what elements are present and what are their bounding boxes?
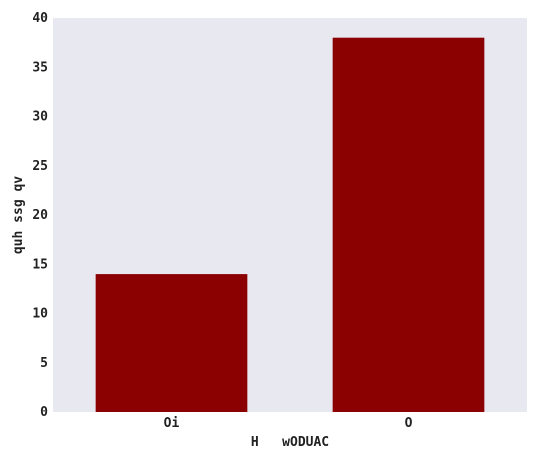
y-tick-label: 10 xyxy=(32,307,48,322)
y-tick-label: 30 xyxy=(32,110,48,125)
y-axis-label: quh ssg qv xyxy=(11,176,26,254)
y-tick-label: 20 xyxy=(32,208,48,223)
x-tick-label: O xyxy=(405,416,413,431)
y-tick-label: 15 xyxy=(32,257,48,272)
y-tick-label: 0 xyxy=(40,405,48,420)
y-tick-label: 25 xyxy=(32,159,48,174)
y-tick-label: 40 xyxy=(32,11,48,26)
x-tick-label: Oi xyxy=(164,416,180,431)
bar-Oi xyxy=(95,274,248,412)
y-tick-label: 35 xyxy=(32,60,48,75)
bar-O xyxy=(332,37,485,412)
x-axis-label: H wODUAC xyxy=(251,435,329,450)
y-tick-label: 5 xyxy=(40,356,48,371)
